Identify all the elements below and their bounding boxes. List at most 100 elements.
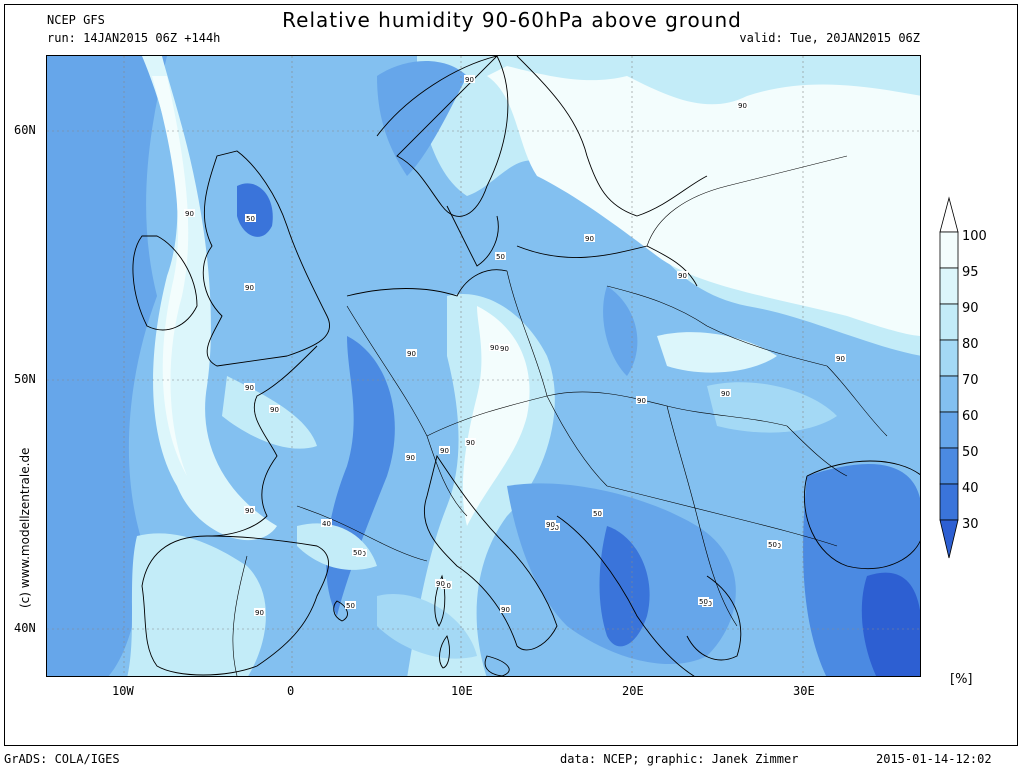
valid-time: valid: Tue, 20JAN2015 06Z [739, 31, 920, 45]
field-northeast-core [487, 66, 920, 336]
watermark-text: (c) www.modellzentrale.de [18, 447, 32, 608]
lat-label-50n: 50N [14, 372, 36, 386]
field-turkey-dry [861, 572, 920, 676]
svg-text:50: 50 [768, 541, 777, 549]
colorbar-label-100: 100 [962, 229, 987, 244]
graticule [47, 56, 920, 676]
svg-text:90: 90 [245, 507, 254, 515]
colorbar-label-95: 95 [962, 265, 979, 280]
contour-label: 90 [439, 446, 450, 455]
contour-label: 90 [835, 354, 846, 363]
colorbar [939, 196, 959, 559]
contour-label: 90 [441, 581, 452, 590]
contour-label: 90 [254, 608, 265, 617]
page-title: Relative humidity 90-60hPa above ground [282, 8, 742, 32]
contour-label: 90 [435, 579, 446, 588]
colorbar-segment [939, 447, 959, 485]
svg-text:90: 90 [501, 606, 510, 614]
contour-label: 90 [244, 506, 255, 515]
svg-text:90: 90 [440, 447, 449, 455]
field-norway-dry [377, 61, 467, 176]
svg-text:90: 90 [546, 521, 555, 529]
lon-label-0: 0 [287, 684, 295, 698]
colorbar-arrow-bottom [939, 519, 959, 559]
svg-text:90: 90 [836, 355, 845, 363]
svg-text:90: 90 [637, 397, 646, 405]
colorbar-label-60: 60 [962, 409, 979, 424]
svg-text:50: 50 [246, 215, 255, 223]
colorbar-segment [939, 375, 959, 413]
plot-frame [4, 4, 1018, 746]
contour-label: 50 [352, 548, 363, 557]
field-belarus [657, 332, 777, 373]
contour-label: 90 [184, 209, 195, 218]
footer-timestamp: 2015-01-14-12:02 [876, 752, 992, 766]
colorbar-segment [939, 339, 959, 377]
contour-label: 90 [244, 283, 255, 292]
svg-text:90: 90 [442, 582, 451, 590]
field-poland-dry [603, 286, 638, 376]
lon-label-30e: 30E [793, 684, 815, 698]
contour-label: 90 [244, 383, 255, 392]
country-borders [232, 155, 888, 676]
svg-text:50: 50 [496, 253, 505, 261]
lon-label-10e: 10E [451, 684, 473, 698]
run-info: run: 14JAN2015 06Z +144h [47, 31, 221, 45]
field-west-ocean [47, 56, 167, 676]
contour-label: 50 [767, 540, 778, 549]
humidity-map: 90 90 50 90 90 50 90 90 90 90 90 90 90 9… [46, 55, 921, 677]
colorbar-label-90: 90 [962, 301, 979, 316]
map-canvas: 90 90 50 90 90 50 90 90 90 90 90 90 90 9… [47, 56, 920, 676]
colorbar-segment [939, 411, 959, 449]
svg-text:50: 50 [699, 598, 708, 606]
field-iberia [127, 533, 266, 676]
contour-label: 90 [465, 438, 476, 447]
contour-label: 90 [464, 75, 475, 84]
svg-text:90: 90 [407, 350, 416, 358]
colorbar-segment [939, 303, 959, 341]
contour-label: 90 [499, 344, 510, 353]
contour-label: 90 [677, 271, 688, 280]
footer-software: GrADS: COLA/IGES [4, 752, 120, 766]
contour-label: 90 [269, 405, 280, 414]
colorbar-segment [939, 483, 959, 521]
contour-label: 90 [545, 520, 556, 529]
svg-text:40: 40 [322, 520, 331, 528]
contour-label: 90 [636, 396, 647, 405]
field-scotland-dry [237, 183, 273, 237]
contour-label: 50 [495, 252, 506, 261]
svg-text:90: 90 [270, 406, 279, 414]
contour-label: 90 [720, 389, 731, 398]
contour-label: 90 [405, 453, 416, 462]
svg-text:90: 90 [500, 345, 509, 353]
lon-label-20e: 20E [622, 684, 644, 698]
model-name: NCEP GFS [47, 13, 105, 27]
lat-label-40n: 40N [14, 621, 36, 635]
colorbar-unit: [%] [950, 672, 973, 687]
contour-label: 90 [406, 349, 417, 358]
svg-text:90: 90 [245, 284, 254, 292]
coastlines [132, 56, 920, 676]
colorbar-segment [939, 231, 959, 269]
field-pyrenees [297, 523, 377, 570]
contour-labels: 90 90 50 90 90 50 90 90 90 90 90 90 90 9… [184, 75, 846, 617]
contour-label: 50 [698, 597, 709, 606]
colorbar-label-80: 80 [962, 337, 979, 352]
svg-text:50: 50 [593, 510, 602, 518]
svg-text:90: 90 [490, 344, 499, 352]
contour-label: 50 [345, 601, 356, 610]
field-central-core [462, 306, 530, 526]
svg-text:90: 90 [585, 235, 594, 243]
colorbar-label-70: 70 [962, 373, 979, 388]
contour-label: 50 [245, 214, 256, 223]
svg-text:90: 90 [466, 439, 475, 447]
svg-text:90: 90 [406, 454, 415, 462]
contour-label: 40 [321, 519, 332, 528]
field-atlantic-core [152, 76, 189, 476]
svg-text:50: 50 [353, 549, 362, 557]
svg-text:90: 90 [245, 384, 254, 392]
contour-label: 90 [500, 605, 511, 614]
svg-text:90: 90 [465, 76, 474, 84]
contour-label: 90 [584, 234, 595, 243]
field-mediterranean [377, 594, 477, 659]
